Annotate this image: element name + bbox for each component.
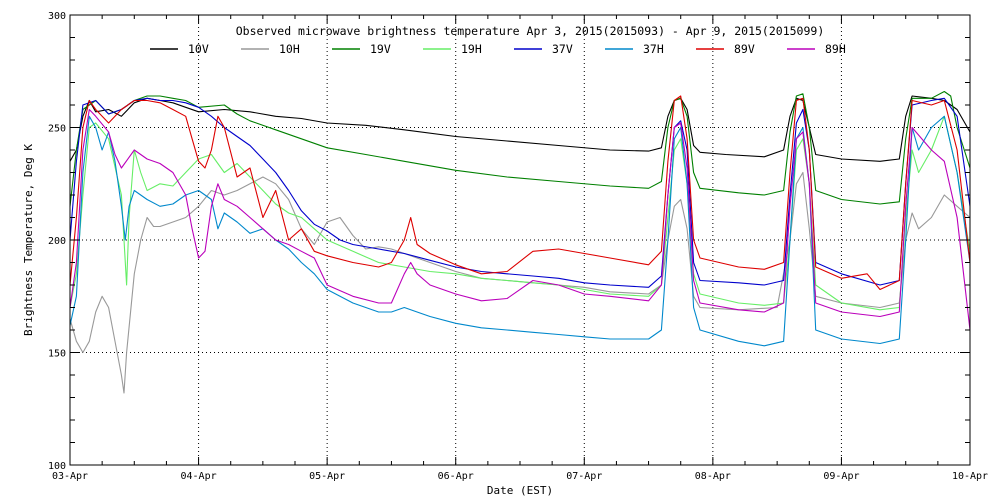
series-lines	[69, 90, 971, 394]
legend-label-37v: 37V	[552, 42, 573, 56]
legend-label-10h: 10H	[279, 42, 300, 56]
x-tick-label: 09-Apr	[823, 471, 859, 482]
x-tick-label: 04-Apr	[181, 471, 217, 482]
legend-label-89h: 89H	[825, 42, 846, 56]
legend-label-19v: 19V	[370, 42, 391, 56]
series-line-89h	[69, 108, 971, 331]
legend-label-37h: 37H	[643, 42, 664, 56]
x-tick-label: 06-Apr	[438, 471, 474, 482]
y-tick-label: 100	[48, 461, 66, 472]
x-axis-title: Date (EST)	[487, 484, 553, 497]
y-tick-label: 250	[48, 124, 66, 135]
y-tick-label: 300	[48, 11, 66, 22]
tick-labels: 03-Apr 04-Apr 05-Apr 06-Apr 07-Apr 08-Apr 09-A…	[48, 11, 988, 482]
legend-label-10v: 10V	[188, 42, 209, 56]
x-tick-label: 08-Apr	[695, 471, 731, 482]
chart-title: Observed microwave brightness temperatur…	[236, 24, 825, 38]
y-axis-title: Brightness Temperature, Deg K	[22, 144, 35, 336]
x-tick-label: 05-Apr	[309, 471, 345, 482]
y-tick-label: 200	[48, 236, 66, 247]
axis-ticks	[69, 14, 971, 466]
legend: 10V 10H 19V 19H 37V 37H 89V 89H	[150, 42, 846, 56]
series-line-89v	[69, 95, 971, 291]
legend-label-19h: 19H	[461, 42, 482, 56]
legend-label-89v: 89V	[734, 42, 755, 56]
series-line-19v	[69, 90, 971, 207]
y-tick-label: 150	[48, 349, 66, 360]
x-tick-label: 10-Apr	[952, 471, 988, 482]
x-tick-label: 03-Apr	[52, 471, 88, 482]
x-tick-label: 07-Apr	[566, 471, 602, 482]
